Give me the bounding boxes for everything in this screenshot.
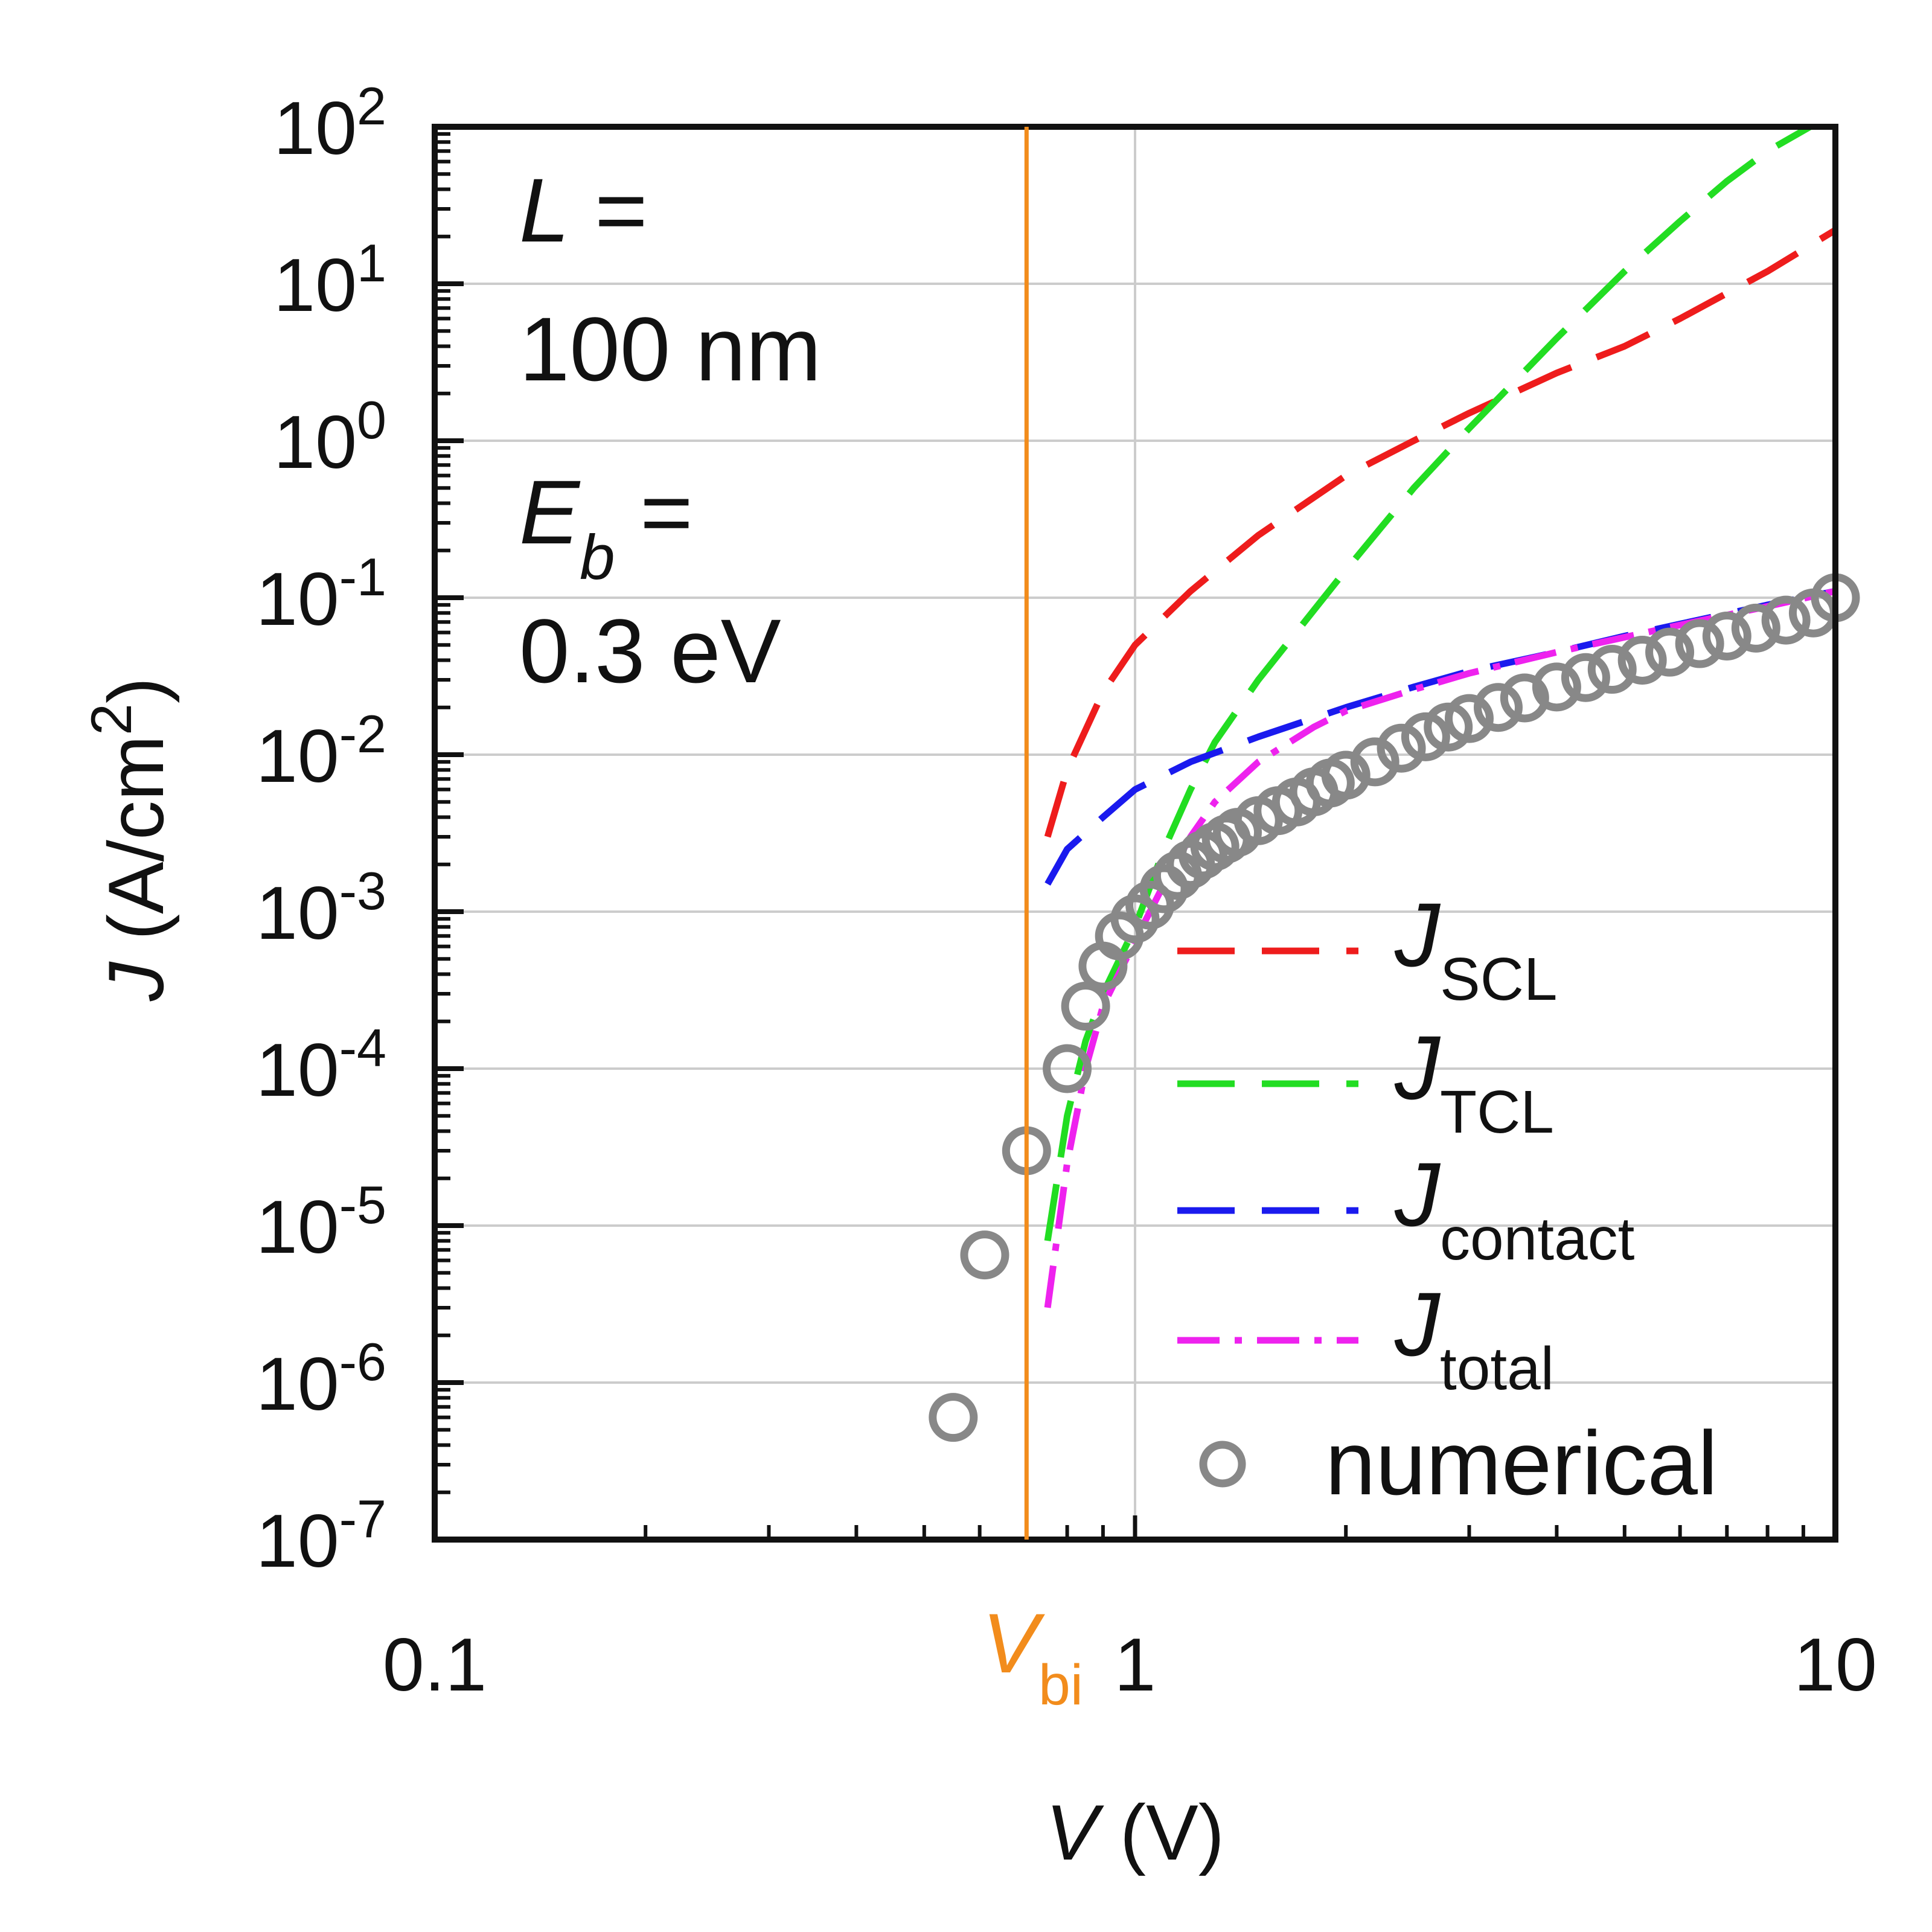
series-layer [1044,127,1835,1308]
numerical-point [960,1230,1009,1280]
y-tick-label: 101 [273,233,386,328]
legend-item-contact: Jcontact [1177,1144,1635,1273]
legend: JSCL JTCL Jcontact Jtotal numerical [1177,884,1718,1514]
grid [433,127,1835,1540]
numerical-point [1444,694,1494,743]
numerical-point [1702,611,1751,661]
legend-item-scl: JSCL [1177,884,1558,1013]
x-tick-label: 1 [1115,1623,1156,1707]
numerical-point [1061,982,1110,1031]
numerical-point [1350,737,1399,787]
y-tick-label: 102 [273,76,386,171]
numerical-point [1110,894,1160,944]
y-tick-label: 10-7 [256,1489,386,1584]
legend-label-total: Jtotal [1394,1273,1554,1403]
legend-label-scl: JSCL [1394,884,1558,1013]
numerical-point [1500,673,1549,723]
y-tick-label: 100 [273,390,386,485]
numerical-point [1473,683,1523,732]
numerical-point [1401,712,1450,761]
numerical-point [929,1393,978,1442]
numerical-point [1532,662,1581,712]
numerical-points [929,573,1860,1442]
annotation-line-2: 100 nm [519,298,821,400]
y-tick-label: 10-4 [256,1018,386,1113]
vbi-reference-line: Vbi [982,127,1083,1717]
y-axis-title: J (A/cm2) [80,677,180,1002]
y-tick-label: 10-1 [256,547,386,642]
legend-item-total: Jtotal [1177,1273,1554,1403]
plot-frame [432,124,1838,1543]
legend-label-numerical: numerical [1325,1412,1718,1514]
legend-item-tcl: JTCL [1177,1017,1554,1146]
numerical-point [1645,627,1695,677]
series-line-TCL [1044,127,1812,1242]
x-tick-label: 10 [1794,1623,1877,1707]
annotation-line-3: Eb = [519,461,693,593]
legend-label-tcl: JTCL [1394,1017,1554,1146]
annotation-line-4: 0.3 eV [519,600,781,702]
numerical-point [1561,653,1610,702]
x-axis-title: V (V) [1046,1788,1224,1876]
vbi-label: Vbi [982,1596,1083,1717]
x-tick-labels: 0.1 1 10 [383,1623,1877,1707]
numerical-point [1043,1044,1092,1093]
numerical-point [1675,619,1724,668]
legend-item-numerical: numerical [1199,1412,1718,1514]
y-tick-label: 10-6 [256,1332,386,1427]
numerical-point [1321,750,1371,800]
series-line-SCL [1044,227,1835,838]
numerical-point [1731,603,1780,653]
numerical-point [1617,635,1667,685]
y-tick-labels: 10-7 10-6 10-5 10-4 10-3 10-2 10-1 100 101 102 [256,76,386,1584]
numerical-point [1377,723,1426,773]
y-tick-label: 10-3 [256,861,386,956]
numerical-point [1587,645,1637,694]
annotation-line-1: L = [519,159,648,261]
legend-label-contact: Jcontact [1394,1144,1635,1273]
x-tick-label: 0.1 [383,1623,487,1707]
legend-swatch-numerical [1199,1441,1246,1488]
numerical-point [1761,595,1811,645]
numerical-point [1139,864,1189,913]
parameter-annotation: L = 100 nm Eb = 0.3 eV [519,159,821,702]
y-tick-label: 10-5 [256,1175,386,1270]
y-tick-label: 10-2 [256,704,386,799]
